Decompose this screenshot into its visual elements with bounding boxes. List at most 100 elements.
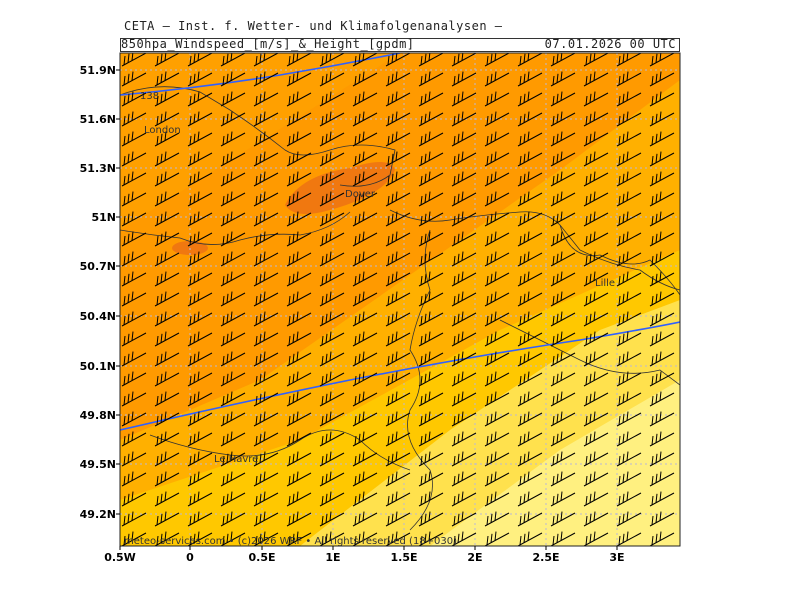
wind-barb [583,311,609,327]
wind-barb [319,331,345,347]
wind-barb [286,91,312,107]
wind-barb [253,191,279,207]
wind-barb [253,53,279,67]
wind-barb [517,211,543,227]
wind-barb [418,411,444,427]
wind-barb [649,331,675,347]
wind-barb [253,311,279,327]
wind-barb [550,251,576,267]
wind-barb [451,71,477,87]
wind-barb [187,131,213,147]
wind-barb [154,291,180,307]
wind-barb [220,491,246,507]
french-coast-west [407,229,433,531]
wind-barb [121,511,147,527]
wind-barb [451,53,477,67]
wind-barb [451,471,477,487]
wind-barb [352,151,378,167]
wind-barb [121,451,147,467]
wind-barb [253,251,279,267]
wind-barb [220,351,246,367]
wind-barb [187,471,213,487]
wind-barb [616,131,642,147]
wind-barb [418,511,444,527]
wind-barb [484,131,510,147]
wind-barb [484,411,510,427]
wind-barb [385,151,411,167]
wind-barb [154,71,180,87]
wind-barb [121,271,147,287]
wind-barb [451,311,477,327]
lon-tick-label: 1.5E [390,551,417,564]
wind-barb [550,411,576,427]
wind-barb [121,91,147,107]
wind-barb [187,231,213,247]
wind-barb [121,331,147,347]
wind-barb [352,511,378,527]
wind-barb [616,311,642,327]
wind-barb [451,491,477,507]
wind-barb [187,391,213,407]
wind-barb [517,71,543,87]
wind-barb [683,272,707,286]
wind-barb [484,111,510,127]
wind-barb [385,511,411,527]
wind-barb [154,371,180,387]
wind-barb [121,171,147,187]
wind-barb [319,211,345,227]
wind-barb [418,151,444,167]
wind-barb [154,351,180,367]
wind-barb [220,231,246,247]
wind-barb [550,431,576,447]
wind-barb [121,351,147,367]
wind-barb [683,412,707,426]
wind-barb [418,311,444,327]
wind-barb [154,491,180,507]
wind-barb [616,231,642,247]
wind-barb [352,271,378,287]
wind-barb [253,91,279,107]
wind-barb [220,371,246,387]
wind-barb [287,552,311,566]
wind-barb [683,52,707,66]
wind-barb [451,371,477,387]
wind-barb [121,411,147,427]
wind-barb [286,231,312,247]
wind-barb [220,91,246,107]
wind-barb [286,531,312,546]
wind-barb [385,231,411,247]
wind-barb [352,491,378,507]
wind-barb [616,111,642,127]
wind-barb [385,491,411,507]
wind-barb [187,431,213,447]
wind-barb [286,451,312,467]
wind-barb [385,531,411,546]
wind-barb [683,332,707,346]
wind-barb [154,531,180,546]
wind-barb [550,151,576,167]
wind-barb [517,451,543,467]
wind-barb [649,451,675,467]
wind-barb [484,351,510,367]
wind-barb [649,171,675,187]
wind-barb [319,111,345,127]
wind-barb [286,211,312,227]
wind-barb [418,391,444,407]
contour-label: 138 [140,91,159,102]
wind-barb [121,391,147,407]
wind-barb [154,251,180,267]
wind-barb [121,311,147,327]
wind-barb [187,451,213,467]
wind-barb [583,291,609,307]
wind-barb [121,471,147,487]
wind-barb [649,491,675,507]
wind-barb [385,431,411,447]
wind-barb [286,351,312,367]
city-le-havre: Le Havre [214,454,258,465]
wind-barb [683,492,707,506]
wind-barb [352,451,378,467]
wind-barb [385,111,411,127]
wind-barb [286,431,312,447]
wind-barb [550,171,576,187]
wind-barb [154,111,180,127]
